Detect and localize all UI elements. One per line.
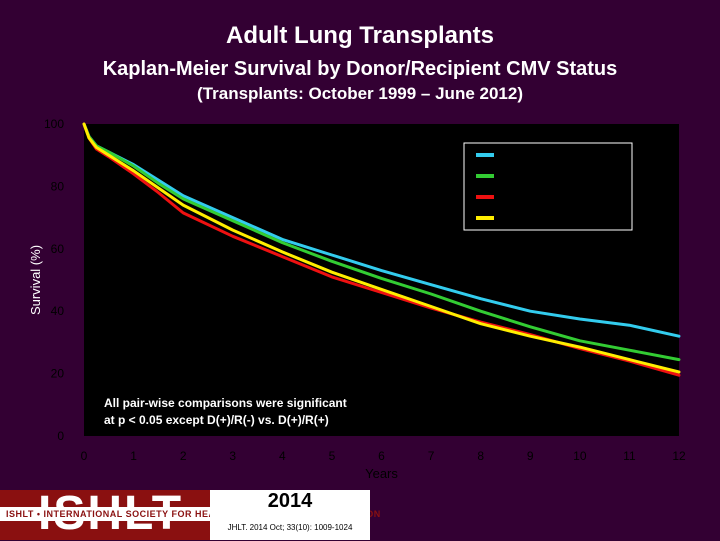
x-tick-label: 4: [279, 449, 286, 463]
logo-subtitle: ISHLT • INTERNATIONAL SOCIETY FOR HEART …: [6, 509, 381, 519]
transplant-period: (Transplants: October 1999 – June 2012): [197, 84, 523, 103]
y-axis-label: Survival (%): [28, 245, 43, 315]
x-tick-label: 3: [229, 449, 236, 463]
series-line-4: [82, 122, 681, 374]
report-year: 2014: [267, 490, 313, 512]
x-tick-label: 5: [329, 449, 336, 463]
x-tick-label: 12: [672, 449, 686, 463]
x-tick-label: 10: [573, 449, 587, 463]
x-tick-label: 1: [130, 449, 137, 463]
series-line-2: [82, 122, 681, 362]
x-tick-label: 7: [428, 449, 435, 463]
page-subtitle: Kaplan-Meier Survival by Donor/Recipient…: [102, 58, 618, 80]
y-tick-label: 100: [44, 117, 64, 131]
x-tick-label: 9: [527, 449, 534, 463]
x-tick-label: 0: [81, 449, 88, 463]
x-tick-label: 11: [623, 449, 636, 463]
y-tick-label: 80: [51, 179, 65, 193]
annotation-line-1: All pair-wise comparisons were significa…: [104, 396, 347, 410]
y-tick-label: 40: [51, 304, 65, 318]
y-tick-label: 60: [51, 242, 65, 256]
x-tick-label: 2: [180, 449, 187, 463]
y-tick-label: 20: [51, 367, 65, 381]
journal-citation: JHLT. 2014 Oct; 33(10): 1009-1024: [227, 523, 353, 532]
x-tick-label: 8: [477, 449, 484, 463]
x-tick-label: 6: [378, 449, 385, 463]
y-tick-label: 0: [57, 429, 64, 443]
page-title: Adult Lung Transplants: [226, 22, 494, 49]
x-axis-label: Years: [365, 466, 398, 481]
annotation-line-2: at p < 0.05 except D(+)/R(-) vs. D(+)/R(…: [104, 413, 329, 427]
citation-box: 2014 JHLT. 2014 Oct; 33(10): 1009-1024: [210, 490, 370, 540]
plot-area: [84, 124, 679, 436]
legend-box: [463, 142, 633, 231]
